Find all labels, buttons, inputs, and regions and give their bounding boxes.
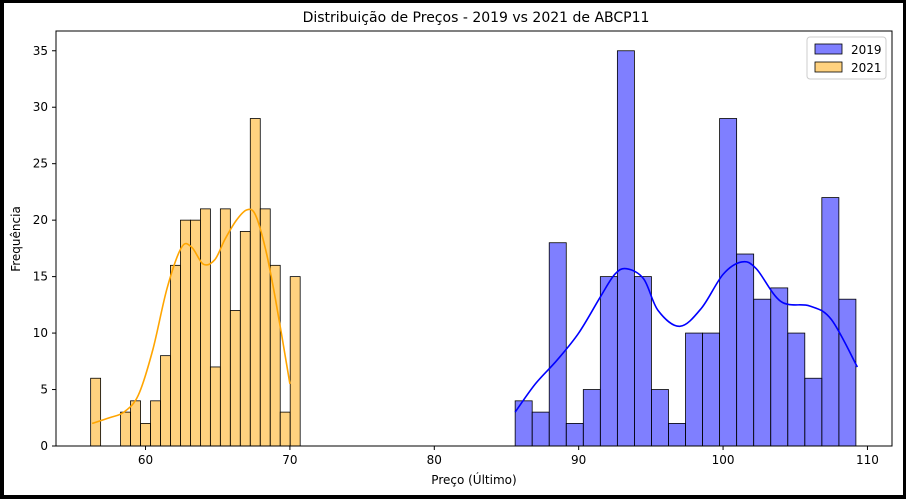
bar-2021-3 <box>120 411 131 447</box>
bar-2021-8 <box>170 264 181 447</box>
bar-2019-1 <box>531 411 550 447</box>
bar-2019-7 <box>634 276 652 447</box>
bar-2019-16 <box>787 332 806 447</box>
bar-2019-9 <box>668 423 686 447</box>
bar-2019-3 <box>565 423 584 447</box>
y-tick-label: 35 <box>33 44 48 58</box>
bar-2021-20 <box>289 276 301 447</box>
bar-2019-8 <box>651 389 669 447</box>
bar-2021-17 <box>259 208 271 447</box>
bar-2021-6 <box>150 400 161 447</box>
x-tick-label: 80 <box>427 453 442 467</box>
bar-2021-9 <box>180 219 191 447</box>
histogram-chart: Distribuição de Preços - 2019 vs 2021 de… <box>9 10 893 487</box>
bar-2021-12 <box>209 366 221 447</box>
bar-2019-17 <box>804 377 823 447</box>
axes-frame <box>55 30 893 447</box>
bar-2019-19 <box>838 298 857 447</box>
bar-2021-19 <box>279 411 291 447</box>
bar-2021-10 <box>190 219 201 447</box>
x-axis-label: Preço (Último) <box>431 472 516 487</box>
bar-2019-10 <box>685 332 703 447</box>
legend: 2019 2021 <box>806 36 887 80</box>
y-tick-label: 10 <box>33 326 48 340</box>
x-tick-label: 110 <box>856 453 879 467</box>
y-tick-label: 20 <box>33 213 48 227</box>
kde-curves <box>91 208 859 425</box>
legend-swatch-2019 <box>814 43 843 55</box>
chart-title: Distribuição de Preços - 2019 vs 2021 de… <box>303 10 650 26</box>
bar-2021-16 <box>249 118 261 447</box>
bar-2021-5 <box>140 423 151 447</box>
bar-2019-11 <box>702 332 721 447</box>
bar-2021-11 <box>200 208 211 447</box>
legend-label-2019: 2019 <box>851 43 882 57</box>
bar-2019-5 <box>599 276 618 447</box>
bar-2021-18 <box>269 264 281 447</box>
x-axis-ticks: 60 70 80 90 100 110 <box>138 446 879 467</box>
x-tick-label: 60 <box>138 453 153 467</box>
bar-2019-15 <box>770 287 789 447</box>
bar-2019-6 <box>616 50 635 447</box>
bar-2019-14 <box>753 298 772 447</box>
series-2019-bars <box>514 50 857 447</box>
figure-canvas: Distribuição de Preços - 2019 vs 2021 de… <box>4 3 903 495</box>
y-tick-label: 30 <box>33 100 48 114</box>
y-tick-label: 15 <box>33 270 48 284</box>
bar-2021-4 <box>130 400 141 447</box>
bar-2021-15 <box>239 231 251 447</box>
x-tick-label: 70 <box>282 453 297 467</box>
bar-2021-0 <box>90 377 102 447</box>
y-tick-label: 0 <box>40 439 48 453</box>
bar-2019-12 <box>719 118 738 447</box>
bar-2021-14 <box>229 310 241 447</box>
bar-2019-18 <box>821 197 840 447</box>
bar-2019-13 <box>736 253 755 447</box>
legend-label-2021: 2021 <box>851 61 882 75</box>
kde-line-2021 <box>91 208 291 425</box>
legend-swatch-2021 <box>814 61 843 73</box>
bar-2019-4 <box>582 389 601 447</box>
y-tick-label: 25 <box>33 157 48 171</box>
kde-line-2019 <box>514 260 859 413</box>
bar-2021-7 <box>160 355 171 447</box>
series-2021-bars <box>90 118 301 447</box>
y-axis-ticks: 0 5 10 15 20 25 30 35 <box>33 44 56 453</box>
y-axis-label: Frequência <box>9 206 23 272</box>
x-tick-label: 90 <box>571 453 586 467</box>
bar-2019-2 <box>548 242 567 447</box>
y-tick-label: 5 <box>40 383 48 397</box>
x-tick-label: 100 <box>712 453 735 467</box>
